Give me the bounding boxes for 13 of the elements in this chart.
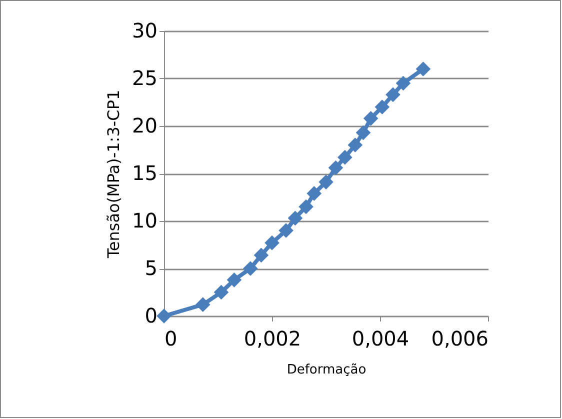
y-tick-label: 0	[144, 304, 158, 328]
x-tick-label: 0	[164, 326, 178, 350]
y-tick-label: 15	[132, 161, 158, 185]
y-axis-title: Tensão(MPa)-1:3-CP1	[104, 90, 124, 260]
y-tick-label: 10	[132, 208, 158, 232]
x-tick-label: 0,002	[244, 326, 302, 350]
y-tick-label: 5	[144, 256, 158, 280]
x-tick-label: 0,004	[352, 326, 410, 350]
y-tick-label: 20	[132, 114, 158, 138]
y-tick-label: 25	[132, 66, 158, 90]
x-tick-label: 0,006	[431, 326, 488, 350]
y-tick-label: 30	[132, 18, 158, 42]
x-axis-title: Deformação	[286, 362, 366, 378]
